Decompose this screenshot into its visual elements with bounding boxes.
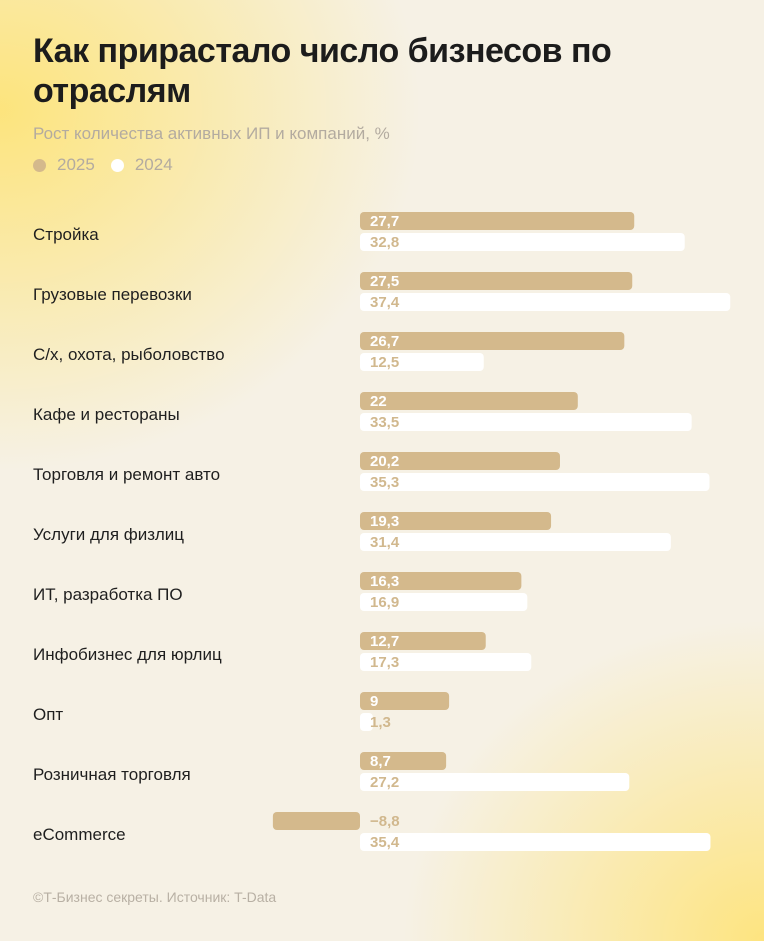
category-label: ИТ, разработка ПО xyxy=(33,585,183,604)
category-row: Розничная торговля 8,7 27,2 xyxy=(33,752,630,791)
bar-2025 xyxy=(360,392,578,410)
category-row: ИТ, разработка ПО 16,3 16,9 xyxy=(33,572,528,611)
value-label-2024: 27,2 xyxy=(370,774,399,791)
value-label-2025: 9 xyxy=(370,693,378,710)
category-label: Опт xyxy=(33,705,63,724)
bar-2024 xyxy=(360,233,685,251)
value-label-2025: 19,3 xyxy=(370,513,399,530)
bar-2025 xyxy=(272,812,360,830)
value-label-2024: 31,4 xyxy=(370,534,400,551)
category-label: Грузовые перевозки xyxy=(33,285,192,304)
bar-2024 xyxy=(360,293,731,311)
value-label-2024: 12,5 xyxy=(370,354,399,371)
bar-2025 xyxy=(360,752,447,770)
legend-swatch-2025 xyxy=(33,158,46,172)
category-row: Кафе и рестораны 22 33,5 xyxy=(33,392,692,431)
value-label-2025: 8,7 xyxy=(370,753,391,770)
value-label-2025: −8,8 xyxy=(370,813,400,830)
bar-2025 xyxy=(360,512,552,530)
category-label: Кафе и рестораны xyxy=(33,405,180,424)
value-label-2024: 37,4 xyxy=(370,294,400,311)
value-label-2024: 32,8 xyxy=(370,234,399,251)
chart-title: Как прирастало число бизнесов по отрасля… xyxy=(33,32,612,110)
value-label-2025: 22 xyxy=(370,393,387,410)
legend-swatch-2024 xyxy=(110,158,124,172)
bar-2024 xyxy=(360,833,711,851)
footer-source: ©Т-Бизнес секреты. Источник: T-Data xyxy=(33,889,277,905)
category-label: С/х, охота, рыболовство xyxy=(33,345,225,364)
legend-label-2024: 2024 xyxy=(134,155,173,174)
category-row: Стройка 27,7 32,8 xyxy=(33,212,685,251)
category-label: Стройка xyxy=(33,225,99,244)
legend-item-2025: 2025 xyxy=(33,155,95,175)
bar-2024 xyxy=(360,473,710,491)
bar-2025 xyxy=(360,572,522,590)
bar-2025 xyxy=(360,452,560,470)
legend-label-2025: 2025 xyxy=(57,155,95,174)
category-row: Опт 9 1,3 xyxy=(33,692,450,731)
value-label-2025: 27,7 xyxy=(370,213,399,230)
bar-2024 xyxy=(360,533,671,551)
value-label-2024: 33,5 xyxy=(370,414,399,431)
category-label: Инфобизнес для юрлиц xyxy=(33,645,222,664)
bar-2024 xyxy=(360,773,630,791)
bar-2024 xyxy=(360,353,484,371)
category-row: Торговля и ремонт авто 20,2 35,3 xyxy=(33,452,710,491)
value-label-2024: 1,3 xyxy=(370,714,391,731)
category-row: Услуги для физлиц 19,3 31,4 xyxy=(33,512,671,551)
category-label: Розничная торговля xyxy=(33,765,191,784)
bar-chart: Стройка 27,7 32,8 Грузовые перевозки 27,5 37,… xyxy=(33,212,731,851)
value-label-2024: 35,3 xyxy=(370,474,399,491)
value-label-2024: 16,9 xyxy=(370,594,399,611)
category-row: Грузовые перевозки 27,5 37,4 xyxy=(33,272,731,311)
category-row: Инфобизнес для юрлиц 12,7 17,3 xyxy=(33,632,532,671)
bar-2024 xyxy=(360,413,692,431)
chart-subtitle: Рост количества активных ИП и компаний, … xyxy=(33,124,390,143)
bar-2025 xyxy=(360,272,633,290)
value-label-2024: 35,4 xyxy=(370,834,400,851)
category-label: Услуги для физлиц xyxy=(33,525,184,544)
category-row: eCommerce −8,8 35,4 xyxy=(33,812,711,851)
legend: 2025 2024 xyxy=(33,155,189,175)
bar-2025 xyxy=(360,692,450,710)
bar-2025 xyxy=(360,212,635,230)
value-label-2025: 16,3 xyxy=(370,573,399,590)
category-label: eCommerce xyxy=(33,825,126,844)
value-label-2024: 17,3 xyxy=(370,654,399,671)
value-label-2025: 27,5 xyxy=(370,273,399,290)
category-label: Торговля и ремонт авто xyxy=(33,465,220,484)
legend-item-2024: 2024 xyxy=(110,155,173,175)
value-label-2025: 20,2 xyxy=(370,453,399,470)
category-row: С/х, охота, рыболовство 26,7 12,5 xyxy=(33,332,625,371)
bar-2024 xyxy=(360,593,528,611)
bar-2025 xyxy=(360,632,486,650)
value-label-2025: 26,7 xyxy=(370,333,399,350)
bar-2024 xyxy=(360,653,532,671)
bar-2024 xyxy=(360,713,373,731)
value-label-2025: 12,7 xyxy=(370,633,399,650)
bar-2025 xyxy=(360,332,625,350)
